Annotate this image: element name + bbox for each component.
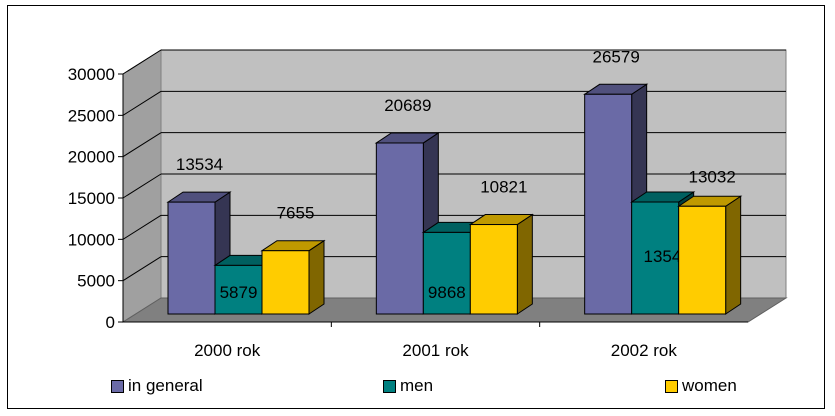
- gridline: [122, 256, 162, 282]
- y-tick-label: 20000: [68, 148, 115, 167]
- legend-item-in-general: in general: [111, 376, 203, 396]
- data-label: 5879: [220, 283, 258, 302]
- data-label: 10821: [480, 178, 527, 197]
- bar: [678, 205, 727, 315]
- y-tick-label: 10000: [68, 230, 115, 249]
- bar: [167, 201, 216, 315]
- y-tick-label: 30000: [68, 65, 115, 84]
- data-label: 7655: [277, 204, 315, 223]
- gridline: [122, 214, 162, 240]
- bar: [422, 231, 471, 315]
- bar-side: [725, 195, 742, 315]
- legend-label-men: men: [400, 376, 434, 395]
- bar: [584, 93, 633, 315]
- gridline: [122, 173, 162, 199]
- data-label: 13032: [689, 167, 736, 186]
- data-label: 13534: [176, 155, 223, 174]
- bar: [631, 201, 680, 315]
- gridline: [122, 132, 162, 158]
- y-tick-label: 5000: [77, 272, 115, 291]
- gridline: [122, 49, 162, 75]
- bar: [375, 142, 424, 315]
- data-label: 9868: [428, 283, 466, 302]
- legend-item-men: men: [383, 376, 433, 396]
- legend-label-in-general: in general: [128, 376, 203, 395]
- legend-label-women: women: [682, 376, 737, 395]
- bar-side: [308, 239, 325, 315]
- y-tick-label: 25000: [68, 106, 115, 125]
- data-label: 26579: [593, 47, 640, 66]
- gridline: [122, 90, 162, 116]
- bar-side: [516, 213, 533, 315]
- bar: [261, 250, 310, 315]
- legend-swatch-men: [383, 379, 396, 393]
- legend-item-women: women: [665, 376, 737, 396]
- x-tick-label: 2001 rok: [402, 341, 469, 360]
- y-tick-label: 0: [106, 313, 115, 332]
- legend-swatch-women: [665, 379, 678, 393]
- bar: [469, 224, 518, 315]
- legend-swatch-in-general: [111, 379, 124, 393]
- y-tick-label: 15000: [68, 189, 115, 208]
- data-label: 20689: [384, 96, 431, 115]
- x-tick-label: 2000 rok: [194, 341, 261, 360]
- x-tick-label: 2002 rok: [611, 341, 678, 360]
